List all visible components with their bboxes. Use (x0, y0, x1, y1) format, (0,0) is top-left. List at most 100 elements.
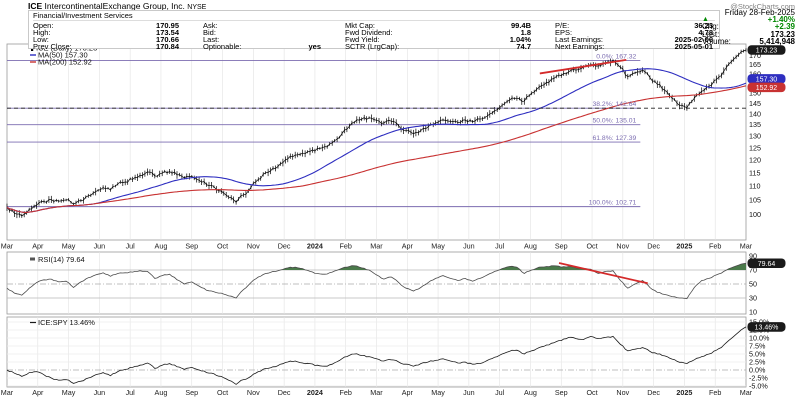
quote-stat: Optionable: yes (203, 42, 321, 52)
quote-stat: Low: 170.66 (33, 35, 179, 45)
stat-value: yes (308, 42, 321, 52)
stat-label: Bid: (203, 28, 216, 38)
svg-text:115: 115 (749, 168, 760, 177)
ratio-legend: ICE:SPY 13.46% (30, 318, 95, 327)
svg-text:105: 105 (749, 196, 761, 205)
stat-label: P/E: (555, 21, 570, 30)
stat-label: Ask: (203, 21, 218, 30)
svg-text:2.5%: 2.5% (749, 358, 766, 367)
quote-stats-column: P/E: 36.23 EPS: 4.78 Last Earnings: 2025-02-0… (555, 21, 713, 52)
svg-text:Feb: Feb (340, 242, 352, 251)
svg-text:125: 125 (749, 143, 761, 152)
stat-value: 170.66 (156, 35, 179, 45)
stockcharts-brand: @StockCharts.com (730, 2, 795, 11)
svg-text:May: May (62, 242, 76, 251)
svg-text:157.30: 157.30 (756, 77, 778, 84)
svg-text:Oct: Oct (586, 388, 597, 397)
svg-text:165: 165 (749, 60, 761, 69)
quote-stat: Prev Close: 170.84 (33, 42, 179, 52)
svg-text:0.0%: 0.0% (749, 366, 766, 375)
svg-text:Apr: Apr (32, 388, 44, 397)
svg-text:2025: 2025 (676, 242, 692, 251)
stat-label: Low: (33, 35, 49, 45)
ratio-legend-label: ICE:SPY 13.46% (38, 318, 95, 327)
svg-text:Oct: Oct (217, 242, 228, 251)
svg-text:150: 150 (749, 89, 761, 98)
svg-text:120: 120 (749, 156, 761, 165)
quote-stats-column: Ask: Bid: Last: Optionable: yes (203, 21, 321, 52)
stat-label: EPS: (555, 28, 573, 38)
stat-label: Mkt Cap: (345, 21, 376, 30)
svg-text:Nov: Nov (247, 242, 260, 251)
stat-label: SCTR (LrgCap): (345, 42, 400, 52)
svg-text:Sep: Sep (555, 242, 568, 251)
stat-value: 99.4B (510, 21, 531, 30)
quote-stat: Fwd Dividend: 1.8 (345, 28, 531, 38)
svg-text:Jul: Jul (495, 388, 505, 397)
stat-label: Prev Close: (33, 42, 72, 52)
svg-text:Mar: Mar (1, 242, 14, 251)
svg-text:Dec: Dec (647, 242, 660, 251)
ma200-legend-label: MA(200) 152.92 (38, 58, 92, 67)
svg-text:2025: 2025 (676, 388, 692, 397)
stat-label: High: (33, 28, 51, 38)
quote-stats-column: Open: 170.95 High: 173.54 Low: 170.66 Prev Clo… (33, 22, 179, 52)
company-name: IntercontinentalExchange Group, Inc. (44, 1, 185, 11)
svg-text:Aug: Aug (524, 388, 537, 397)
quote-stat: SCTR (LrgCap): 74.7 (345, 42, 531, 52)
quote-summary: Friday 28-Feb-2025 ▲ +1.40% Chg: +2.39 L… (702, 8, 795, 46)
quote-date: Friday 28-Feb-2025 (724, 8, 795, 17)
svg-text:Nov: Nov (616, 242, 629, 251)
quote-stat: Mkt Cap: 99.4B (345, 21, 531, 30)
svg-text:Aug: Aug (155, 388, 168, 397)
svg-text:0.0%: 167.32: 0.0%: 167.32 (596, 53, 636, 60)
stat-label: Last: (203, 35, 220, 45)
quote-stat: Fwd Yield: 1.04% (345, 35, 531, 45)
svg-text:38.2%: 142.64: 38.2%: 142.64 (592, 101, 636, 108)
stat-label: Optionable: (203, 42, 242, 52)
svg-text:Dec: Dec (647, 388, 660, 397)
svg-text:Jul: Jul (126, 242, 136, 251)
svg-text:Mar: Mar (370, 388, 383, 397)
stat-label: Last Earnings: (555, 35, 603, 45)
svg-text:Jun: Jun (94, 242, 106, 251)
svg-text:Sep: Sep (185, 388, 198, 397)
svg-text:110: 110 (749, 182, 760, 191)
stat-label: Next Earnings: (555, 42, 605, 52)
svg-text:Feb: Feb (340, 388, 352, 397)
stat-label: Fwd Dividend: (345, 28, 393, 38)
svg-text:170: 170 (749, 51, 761, 60)
svg-text:100.0%: 102.71: 100.0%: 102.71 (589, 200, 637, 207)
svg-text:-2.5%: -2.5% (749, 374, 768, 383)
quote-stats-grid: Open: 170.95 High: 173.54 Low: 170.66 Prev Clo… (33, 21, 715, 52)
stat-value: 1.04% (509, 35, 531, 45)
svg-text:61.8%: 127.39: 61.8%: 127.39 (592, 135, 636, 142)
svg-text:Aug: Aug (524, 242, 537, 251)
svg-text:10.0%: 10.0% (749, 334, 770, 343)
price-panel: 0.0%: 167.32 38.2%: 142.64 50.0%: 135.01 61… (6, 48, 747, 219)
svg-text:145: 145 (749, 99, 761, 108)
svg-text:-5.0%: -5.0% (749, 382, 768, 391)
quote-stat: Open: 170.95 (33, 22, 179, 30)
svg-text:50.0%: 135.01: 50.0%: 135.01 (592, 118, 636, 125)
quote-stat: Bid: (203, 28, 321, 38)
stat-value: 2025-05-01 (674, 42, 713, 52)
svg-text:Feb: Feb (709, 242, 721, 251)
svg-text:Apr: Apr (402, 242, 414, 251)
svg-text:Oct: Oct (217, 388, 228, 397)
svg-text:140: 140 (749, 109, 761, 118)
svg-text:May: May (62, 388, 76, 397)
volume-label: Volume: (702, 36, 731, 46)
last-value: 173.23 (770, 29, 795, 39)
svg-text:79.64: 79.64 (758, 261, 776, 268)
volume-value: 5,414,948 (759, 36, 795, 46)
svg-text:2024: 2024 (307, 388, 323, 397)
svg-text:Apr: Apr (402, 388, 414, 397)
svg-text:Jun: Jun (463, 388, 475, 397)
stat-value: 36.23 (694, 21, 713, 30)
ma50-legend-label: MA(50) 157.30 (38, 51, 88, 60)
rsi-legend-label: RSI(14) 79.64 (38, 255, 85, 264)
svg-text:100: 100 (749, 210, 761, 219)
stat-value: 1.8 (520, 28, 531, 38)
